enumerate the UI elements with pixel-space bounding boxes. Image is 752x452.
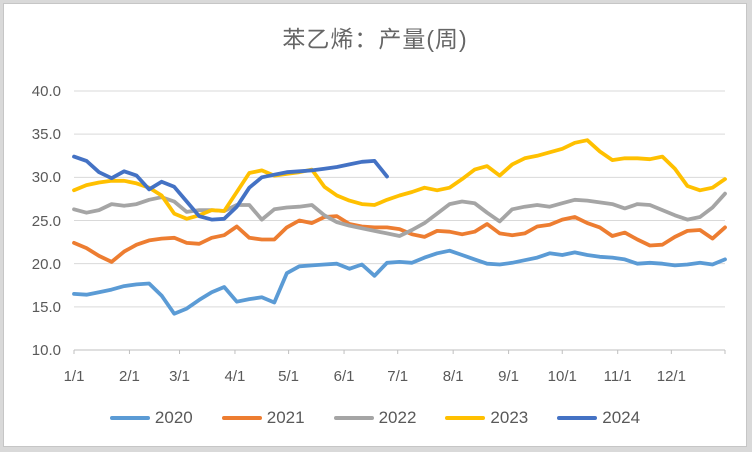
x-axis-label: 4/1 (224, 368, 246, 385)
legend-item-2024: 2024 (557, 408, 640, 428)
x-axis-label: 12/1 (656, 368, 686, 385)
legend-label: 2024 (602, 408, 641, 427)
chart-title: 苯乙烯：产量(周) (282, 26, 468, 52)
legend-label: 2022 (378, 408, 417, 427)
legend-item-2020: 2020 (109, 408, 193, 428)
y-axis-label: 35.0 (31, 126, 61, 144)
legend-swatch-2021 (221, 416, 262, 420)
legend-swatch-2022 (333, 416, 374, 420)
x-axis-label: 10/1 (547, 368, 577, 385)
y-axis-label: 25.0 (31, 212, 61, 230)
y-axis-label: 15.0 (31, 298, 61, 316)
series-line-2023 (72, 138, 727, 221)
x-axis-label: 11/1 (603, 368, 632, 385)
y-axis-label: 30.0 (31, 169, 61, 187)
x-axis-label: 7/1 (387, 368, 409, 385)
x-axis-label: 5/1 (278, 368, 300, 385)
legend: 2020 2021 2022 2023 2024 (4, 408, 746, 428)
legend-swatch-2024 (557, 416, 598, 420)
chart-container: 苯乙烯：产量(周) 40.0 35.0 30.0 25.0 20.0 15.0 10.0 1… (3, 3, 747, 447)
series-line-2020 (72, 248, 727, 316)
legend-item-2023: 2023 (445, 408, 528, 428)
legend-label: 2020 (154, 408, 193, 427)
series-line-2021 (72, 214, 727, 264)
legend-swatch-2020 (109, 416, 150, 420)
legend-swatch-2023 (445, 416, 486, 420)
series-line-2022 (72, 191, 727, 238)
legend-label: 2021 (266, 408, 305, 427)
legend-item-2021: 2021 (221, 408, 305, 428)
legend-item-2022: 2022 (333, 408, 417, 428)
x-axis-label: 1/1 (63, 368, 85, 385)
series-line-2024 (72, 154, 389, 222)
y-axis-label: 20.0 (31, 255, 61, 273)
x-axis-label: 2/1 (119, 368, 140, 385)
legend-label: 2023 (490, 408, 529, 427)
plot-area (72, 90, 727, 354)
y-axis-label: 10.0 (31, 342, 61, 359)
x-axis-label: 6/1 (333, 368, 355, 385)
y-axis-label: 40.0 (31, 83, 61, 100)
x-axis-label: 3/1 (169, 368, 190, 385)
x-axis-label: 9/1 (498, 368, 520, 385)
x-axis-label: 8/1 (442, 368, 464, 385)
